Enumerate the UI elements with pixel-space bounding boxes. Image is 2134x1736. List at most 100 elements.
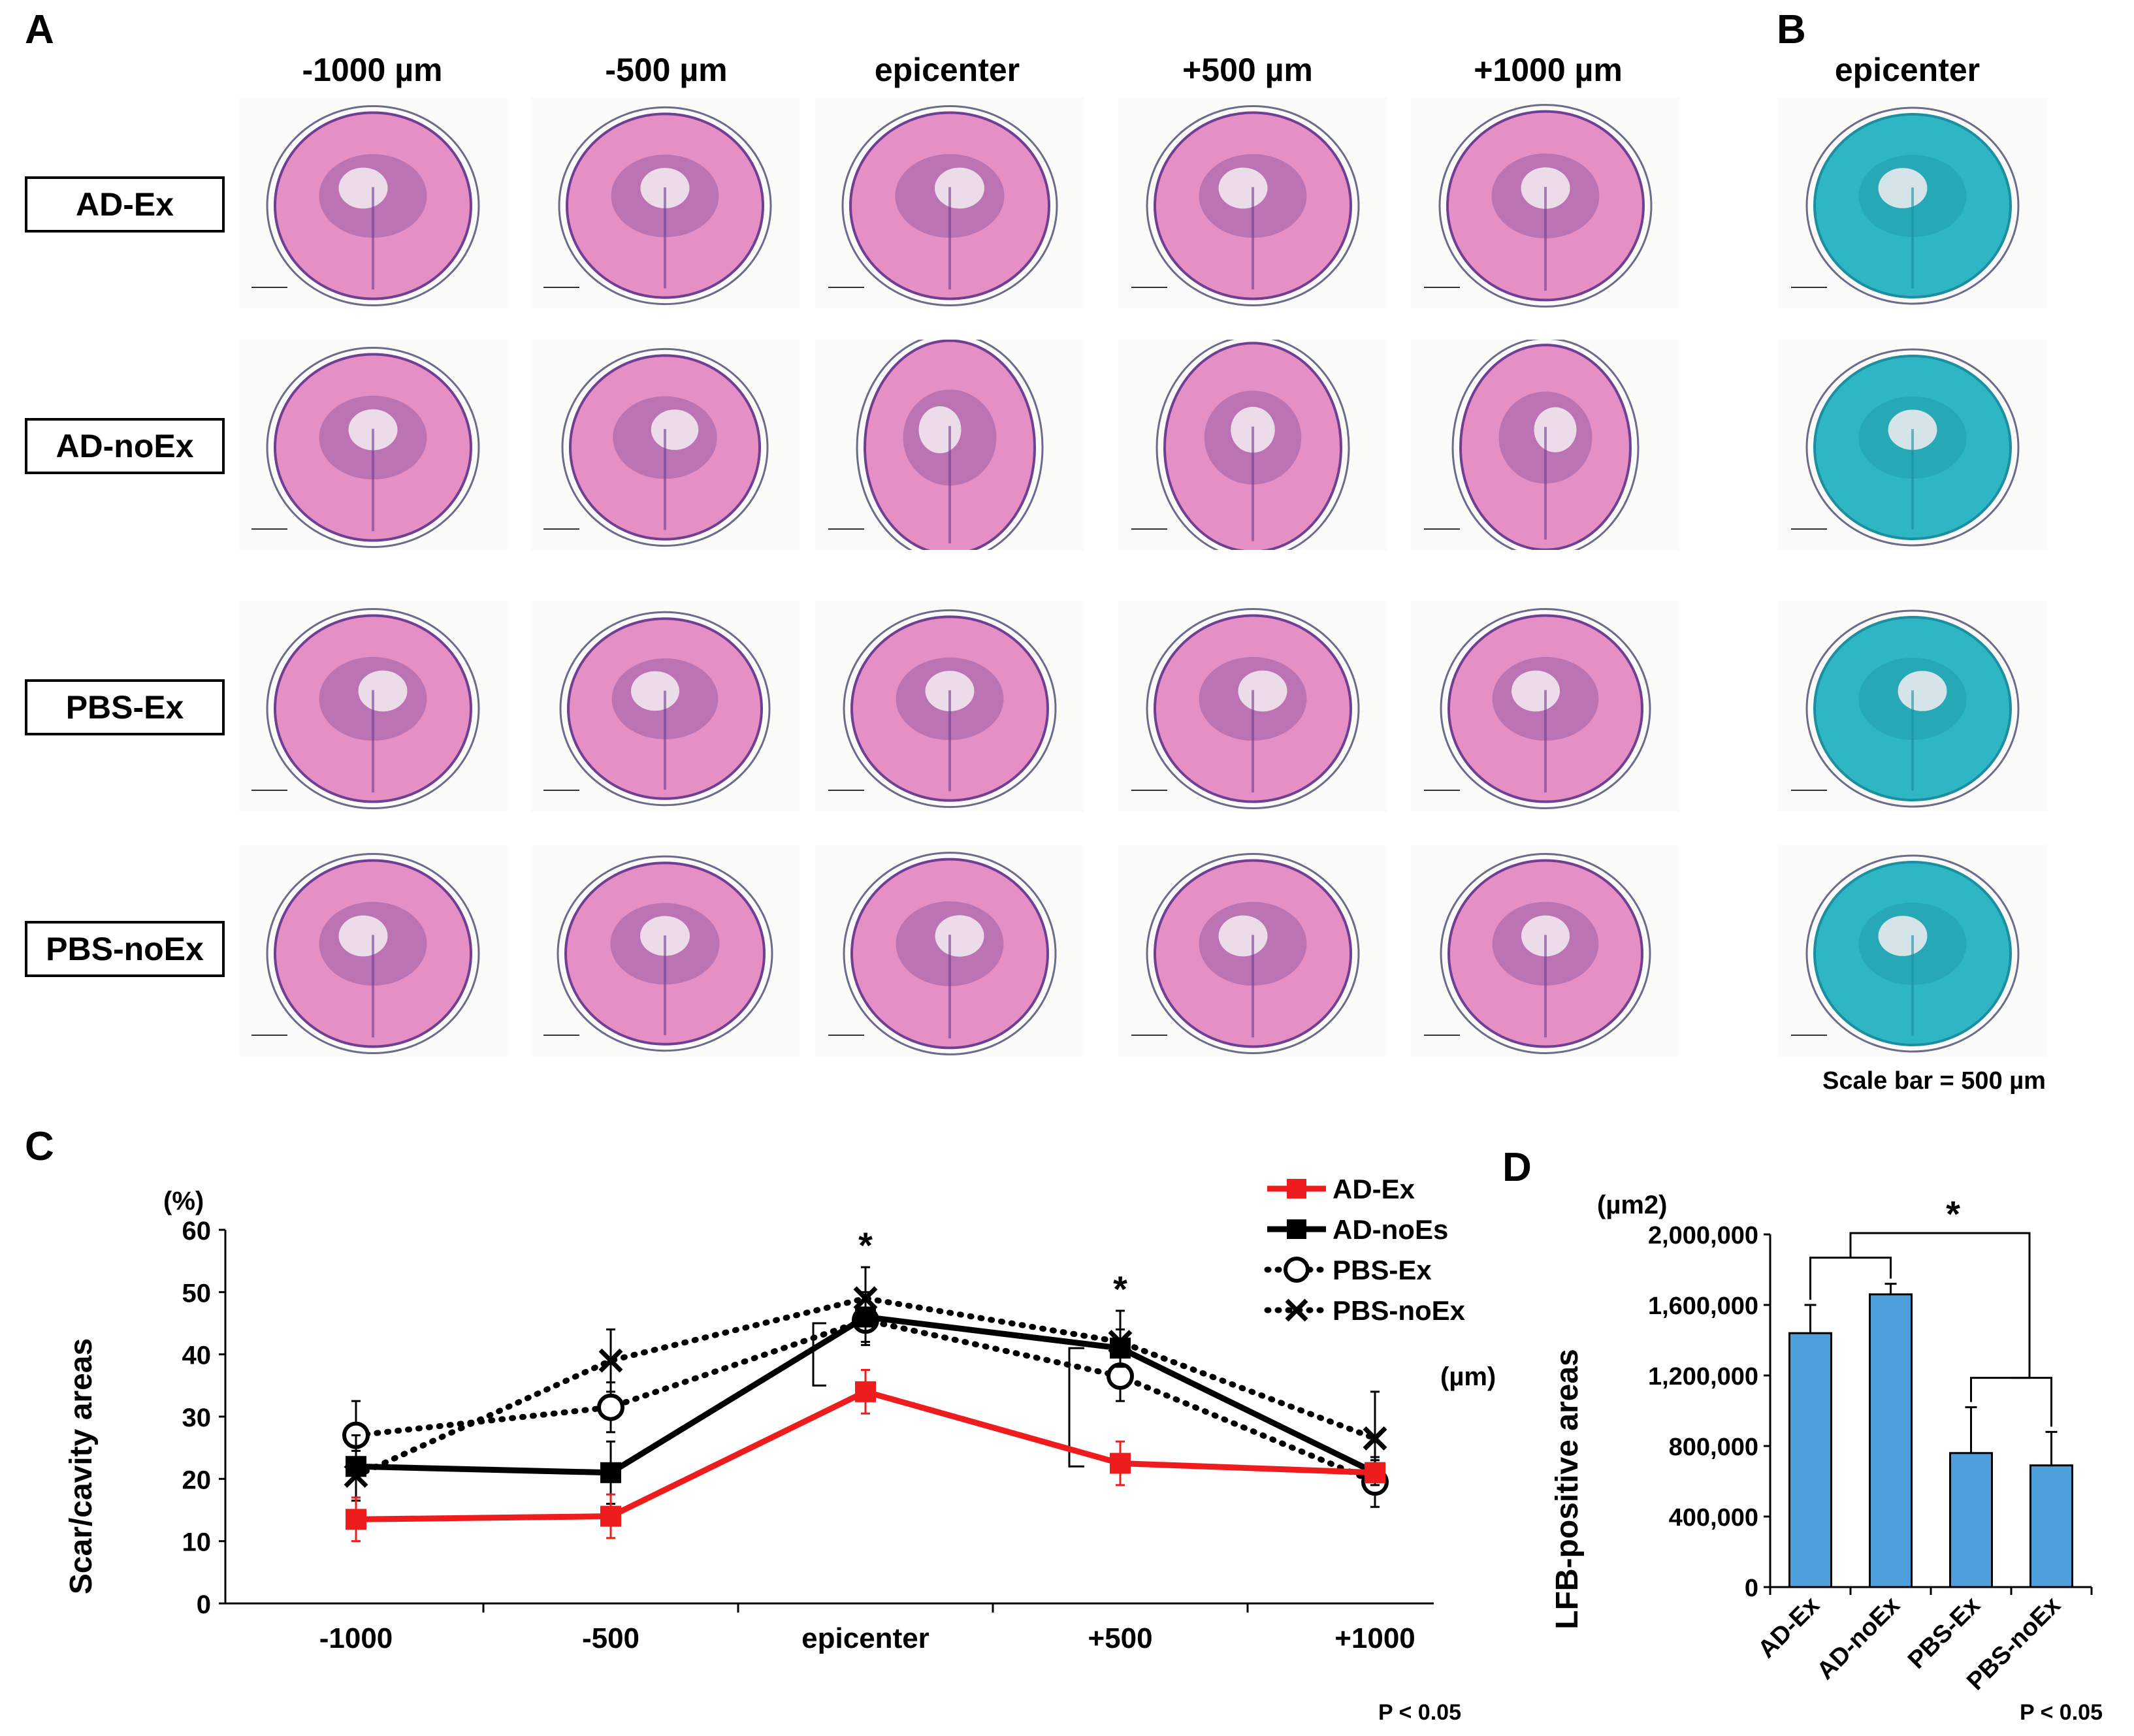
marker-ad-noes	[1110, 1338, 1131, 1359]
chart-d-bracket-pbs	[1970, 1377, 2052, 1427]
legend-label-pbs-ex: PBS-Ex	[1333, 1255, 1432, 1285]
row-label-ad-noex: AD-noEx	[25, 418, 225, 474]
chart-c-y-tick-label: 50	[182, 1279, 212, 1308]
panel-label-a: A	[25, 7, 54, 52]
he-micrograph-r1-c2	[530, 98, 800, 308]
he-micrograph-r4-c1	[238, 846, 508, 1056]
he-micrograph-r1-c4	[1118, 98, 1387, 308]
chart-d-y-tick-label: 1,200,000	[1648, 1363, 1758, 1390]
marker-pbs-ex	[1284, 1257, 1310, 1283]
he-micrograph-r3-c5	[1411, 601, 1680, 811]
bar-pbs-noex	[2029, 1464, 2073, 1588]
chart-d-x-tick-label: AD-Ex	[1753, 1592, 1825, 1664]
chart-d-footnote: P < 0.05	[2020, 1700, 2103, 1725]
column-header-plus-1000: +1000 µm	[1474, 52, 1623, 88]
he-micrograph-r2-c2	[530, 340, 800, 550]
marker-ad-ex	[855, 1381, 876, 1402]
lfb-positive-bar-chart: (µm2) LFB-positive areas P < 0.05 0 400,0…	[1550, 1191, 2103, 1725]
he-micrograph-r4-c3	[815, 846, 1084, 1056]
chart-c-y-unit: (%)	[163, 1187, 204, 1215]
chart-c-x-unit: (µm)	[1440, 1362, 1496, 1391]
he-micrograph-r3-c4	[1118, 601, 1387, 811]
row-label-pbs-ex: PBS-Ex	[25, 679, 225, 735]
chart-c-x-tick-label: -1000	[319, 1622, 393, 1654]
chart-c-footnote: P < 0.05	[1378, 1700, 1461, 1725]
he-micrograph-r3-c2	[530, 601, 800, 811]
lfb-micrograph-r3	[1778, 601, 2047, 811]
panel-label-b: B	[1777, 7, 1806, 52]
chart-c-y-label: Scar/cavity areas	[64, 1338, 99, 1594]
marker-pbs-ex	[597, 1393, 624, 1421]
bar-ad-noex	[1869, 1293, 1913, 1588]
marker-ad-noes	[346, 1456, 366, 1477]
legend-label-ad-noes: AD-noEs	[1333, 1214, 1448, 1245]
panel-label-d: D	[1502, 1145, 1532, 1190]
marker-pbs-ex	[1107, 1362, 1134, 1390]
he-micrograph-r4-c4	[1118, 846, 1387, 1056]
row-label-ad-ex: AD-Ex	[25, 176, 225, 233]
chart-c-y-tick-label: 20	[182, 1466, 212, 1494]
marker-ad-ex	[1287, 1179, 1306, 1198]
marker-ad-ex	[1110, 1453, 1131, 1474]
chart-c-bracket	[812, 1322, 826, 1387]
he-micrograph-r2-c4	[1118, 340, 1387, 550]
legend-label-ad-ex: AD-Ex	[1333, 1174, 1415, 1204]
chart-c-y-tick-label: 40	[182, 1342, 212, 1370]
he-micrograph-r3-c1	[238, 601, 508, 811]
he-micrograph-r2-c3	[815, 340, 1084, 550]
chart-d-x-tick-label: PBS-Ex	[1903, 1592, 1986, 1675]
he-micrograph-r1-c3	[815, 98, 1084, 308]
scar-cavity-line-chart: (%) Scar/cavity areas (µm) P < 0.05 0 10 2…	[64, 1174, 1496, 1725]
chart-d-y-tick-label: 1,600,000	[1648, 1293, 1758, 1320]
lfb-micrograph-r4	[1778, 846, 2047, 1056]
chart-d-y-unit: (µm2)	[1597, 1191, 1668, 1219]
he-micrograph-r2-c5	[1411, 340, 1680, 550]
column-header-epicenter: epicenter	[874, 52, 1020, 88]
chart-c-y-tick-label: 10	[182, 1528, 212, 1557]
column-header-plus-500: +500 µm	[1182, 52, 1313, 88]
chart-c-y-tick-label: 60	[182, 1217, 212, 1246]
chart-d-y-tick-label: 800,000	[1669, 1434, 1758, 1461]
he-micrograph-r4-c2	[530, 846, 800, 1056]
lfb-micrograph-r1	[1778, 98, 2047, 308]
chart-d-y-tick-label: 2,000,000	[1648, 1222, 1758, 1249]
marker-ad-ex	[346, 1509, 366, 1530]
chart-c-x-tick-label: +500	[1088, 1622, 1152, 1654]
column-header-minus-1000: -1000 µm	[302, 52, 443, 88]
marker-ad-noes	[600, 1462, 621, 1483]
chart-c-significance-star: *	[1113, 1268, 1127, 1310]
panel-label-c: C	[25, 1124, 54, 1169]
bar-ad-ex	[1788, 1332, 1832, 1588]
chart-d-significance-star: *	[1946, 1193, 1960, 1234]
marker-ad-ex	[1365, 1462, 1385, 1483]
scale-bar-note: Scale bar = 500 µm	[1822, 1067, 2046, 1095]
chart-c-significance-star: *	[858, 1225, 873, 1266]
marker-pbs-noex	[1285, 1298, 1308, 1322]
marker-ad-noes	[1287, 1219, 1306, 1239]
he-micrograph-r1-c1	[238, 98, 508, 308]
marker-ad-noes	[855, 1306, 876, 1328]
chart-c-x-tick-label: +1000	[1334, 1622, 1415, 1654]
chart-d-y-label: LFB-positive areas	[1550, 1349, 1585, 1629]
legend-label-pbs-noex: PBS-noEx	[1333, 1295, 1466, 1326]
he-micrograph-r1-c5	[1411, 98, 1680, 308]
chart-c-x-tick-label: -500	[582, 1622, 639, 1654]
panel-b-column-header: epicenter	[1834, 52, 1980, 88]
chart-d-bracket-top	[1849, 1232, 2031, 1379]
column-header-minus-500: -500 µm	[605, 52, 728, 88]
chart-c-bracket	[1068, 1347, 1084, 1468]
marker-pbs-noex	[598, 1348, 623, 1373]
bar-pbs-ex	[1949, 1452, 1993, 1588]
he-micrograph-r3-c3	[815, 601, 1084, 811]
he-micrograph-r2-c1	[238, 340, 508, 550]
chart-c-x-tick-label: epicenter	[801, 1622, 930, 1654]
chart-c-y-tick-label: 30	[182, 1404, 212, 1432]
chart-d-y-tick-label: 400,000	[1669, 1504, 1758, 1532]
chart-d-x-tick-label: AD-noEx	[1812, 1592, 1905, 1685]
marker-ad-ex	[600, 1505, 621, 1527]
lfb-micrograph-r2	[1778, 340, 2047, 550]
marker-pbs-noex	[1363, 1426, 1387, 1451]
he-micrograph-r4-c5	[1411, 846, 1680, 1056]
row-label-pbs-noex: PBS-noEx	[25, 921, 225, 977]
chart-c-y-tick-label: 0	[197, 1590, 211, 1619]
